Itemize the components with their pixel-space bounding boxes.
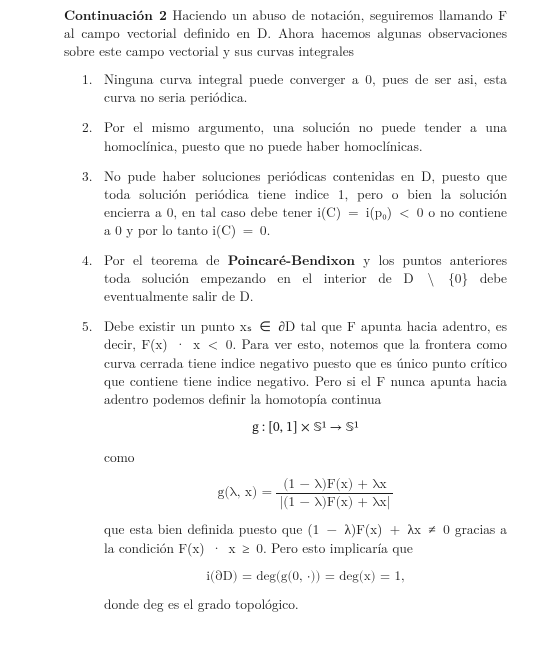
lead-label: Continuación 2 (64, 5, 167, 24)
list-item: Por el teorema de Poincaré-Bendixon y lo… (104, 251, 507, 305)
item-text: Ninguna curva integral puede converger a… (104, 69, 507, 106)
poincare-bendixon-bold: Poincaré-Bendixon (228, 250, 355, 269)
item5-p2: que esta bien definida puesto que (1 − λ… (104, 520, 507, 556)
observations-list: Ninguna curva integral puede converger a… (32, 70, 507, 613)
math-index-deg: i(∂D) = deg(g(0, ·)) = deg(x) = 1, (104, 567, 507, 586)
item5-p1: Debe existir un punto xₛ ∈ ∂D tal que F … (104, 317, 507, 407)
continuation-block: Continuación 2 Haciendo un abuso de nota… (64, 6, 507, 60)
math-expr: g : [0, 1] × 𝕊¹ → 𝕊¹ (252, 422, 358, 435)
fraction-den: |(1 − λ)F(x) + λx| (276, 493, 393, 511)
math-g-def: g(λ, x) = (1 − λ)F(x) + λx |(1 − λ)F(x) … (104, 476, 507, 511)
item5-p3: donde deg es el grado topológico. (104, 595, 507, 613)
fraction: (1 − λ)F(x) + λx |(1 − λ)F(x) + λx| (276, 476, 393, 511)
item-text: No pude haber soluciones periódicas cont… (104, 166, 507, 239)
list-item: Debe existir un punto xₛ ∈ ∂D tal que F … (104, 317, 507, 613)
math-lhs: g(λ, x) = (218, 485, 277, 499)
fraction-num: (1 − λ)F(x) + λx (276, 476, 393, 493)
item5-como: como (104, 448, 507, 466)
math-g-domain: g : [0, 1] × 𝕊¹ → 𝕊¹ (104, 418, 507, 438)
math-expr: i(∂D) = deg(g(0, ·)) = deg(x) = 1, (206, 570, 404, 583)
lead-paragraph: Continuación 2 Haciendo un abuso de nota… (64, 6, 507, 60)
list-item: Ninguna curva integral puede converger a… (104, 70, 507, 106)
item-text: Por el mismo argumento, una solución no … (104, 117, 507, 154)
list-item: Por el mismo argumento, una solución no … (104, 118, 507, 154)
item-text-a: Por el teorema de (104, 250, 228, 269)
list-item: No pude haber soluciones periódicas cont… (104, 167, 507, 239)
